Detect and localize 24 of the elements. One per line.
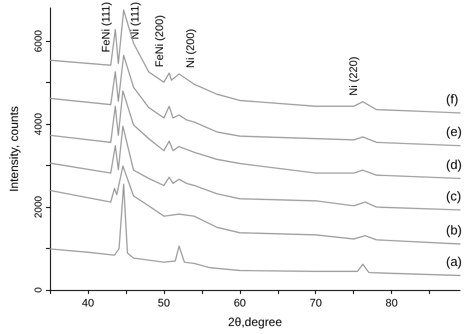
series-label: (d) [446, 156, 462, 172]
series-label: (b) [446, 222, 462, 238]
series-label: (c) [446, 188, 462, 204]
x-tick-label: 50 [158, 298, 170, 310]
series-label: (e) [446, 124, 462, 140]
x-tick-label: 40 [82, 298, 94, 310]
annotation: Ni (111) [130, 2, 142, 40]
series-label: (a) [446, 254, 462, 269]
y-axis-title: Intensity, counts [7, 106, 21, 192]
annotation: FeNi (200) [154, 15, 166, 68]
x-tick-label: 80 [386, 298, 398, 310]
line-series [49, 126, 461, 211]
y-tick-label: 2000 [34, 196, 44, 218]
series-label: (f) [446, 91, 458, 106]
annotation: FeNi (111) [100, 2, 112, 52]
annotation: Ni (200) [185, 28, 198, 68]
x-axis-title: 2θ,degree [228, 315, 282, 329]
y-tick-label: 0 [34, 286, 44, 293]
line-series [49, 184, 461, 276]
y-tick-label: 6000 [34, 30, 44, 52]
x-tick-label: 60 [234, 298, 246, 310]
x-tick-label: 70 [310, 298, 322, 310]
y-tick-label: 4000 [34, 112, 44, 136]
annotation: Ni (220) [348, 56, 360, 96]
